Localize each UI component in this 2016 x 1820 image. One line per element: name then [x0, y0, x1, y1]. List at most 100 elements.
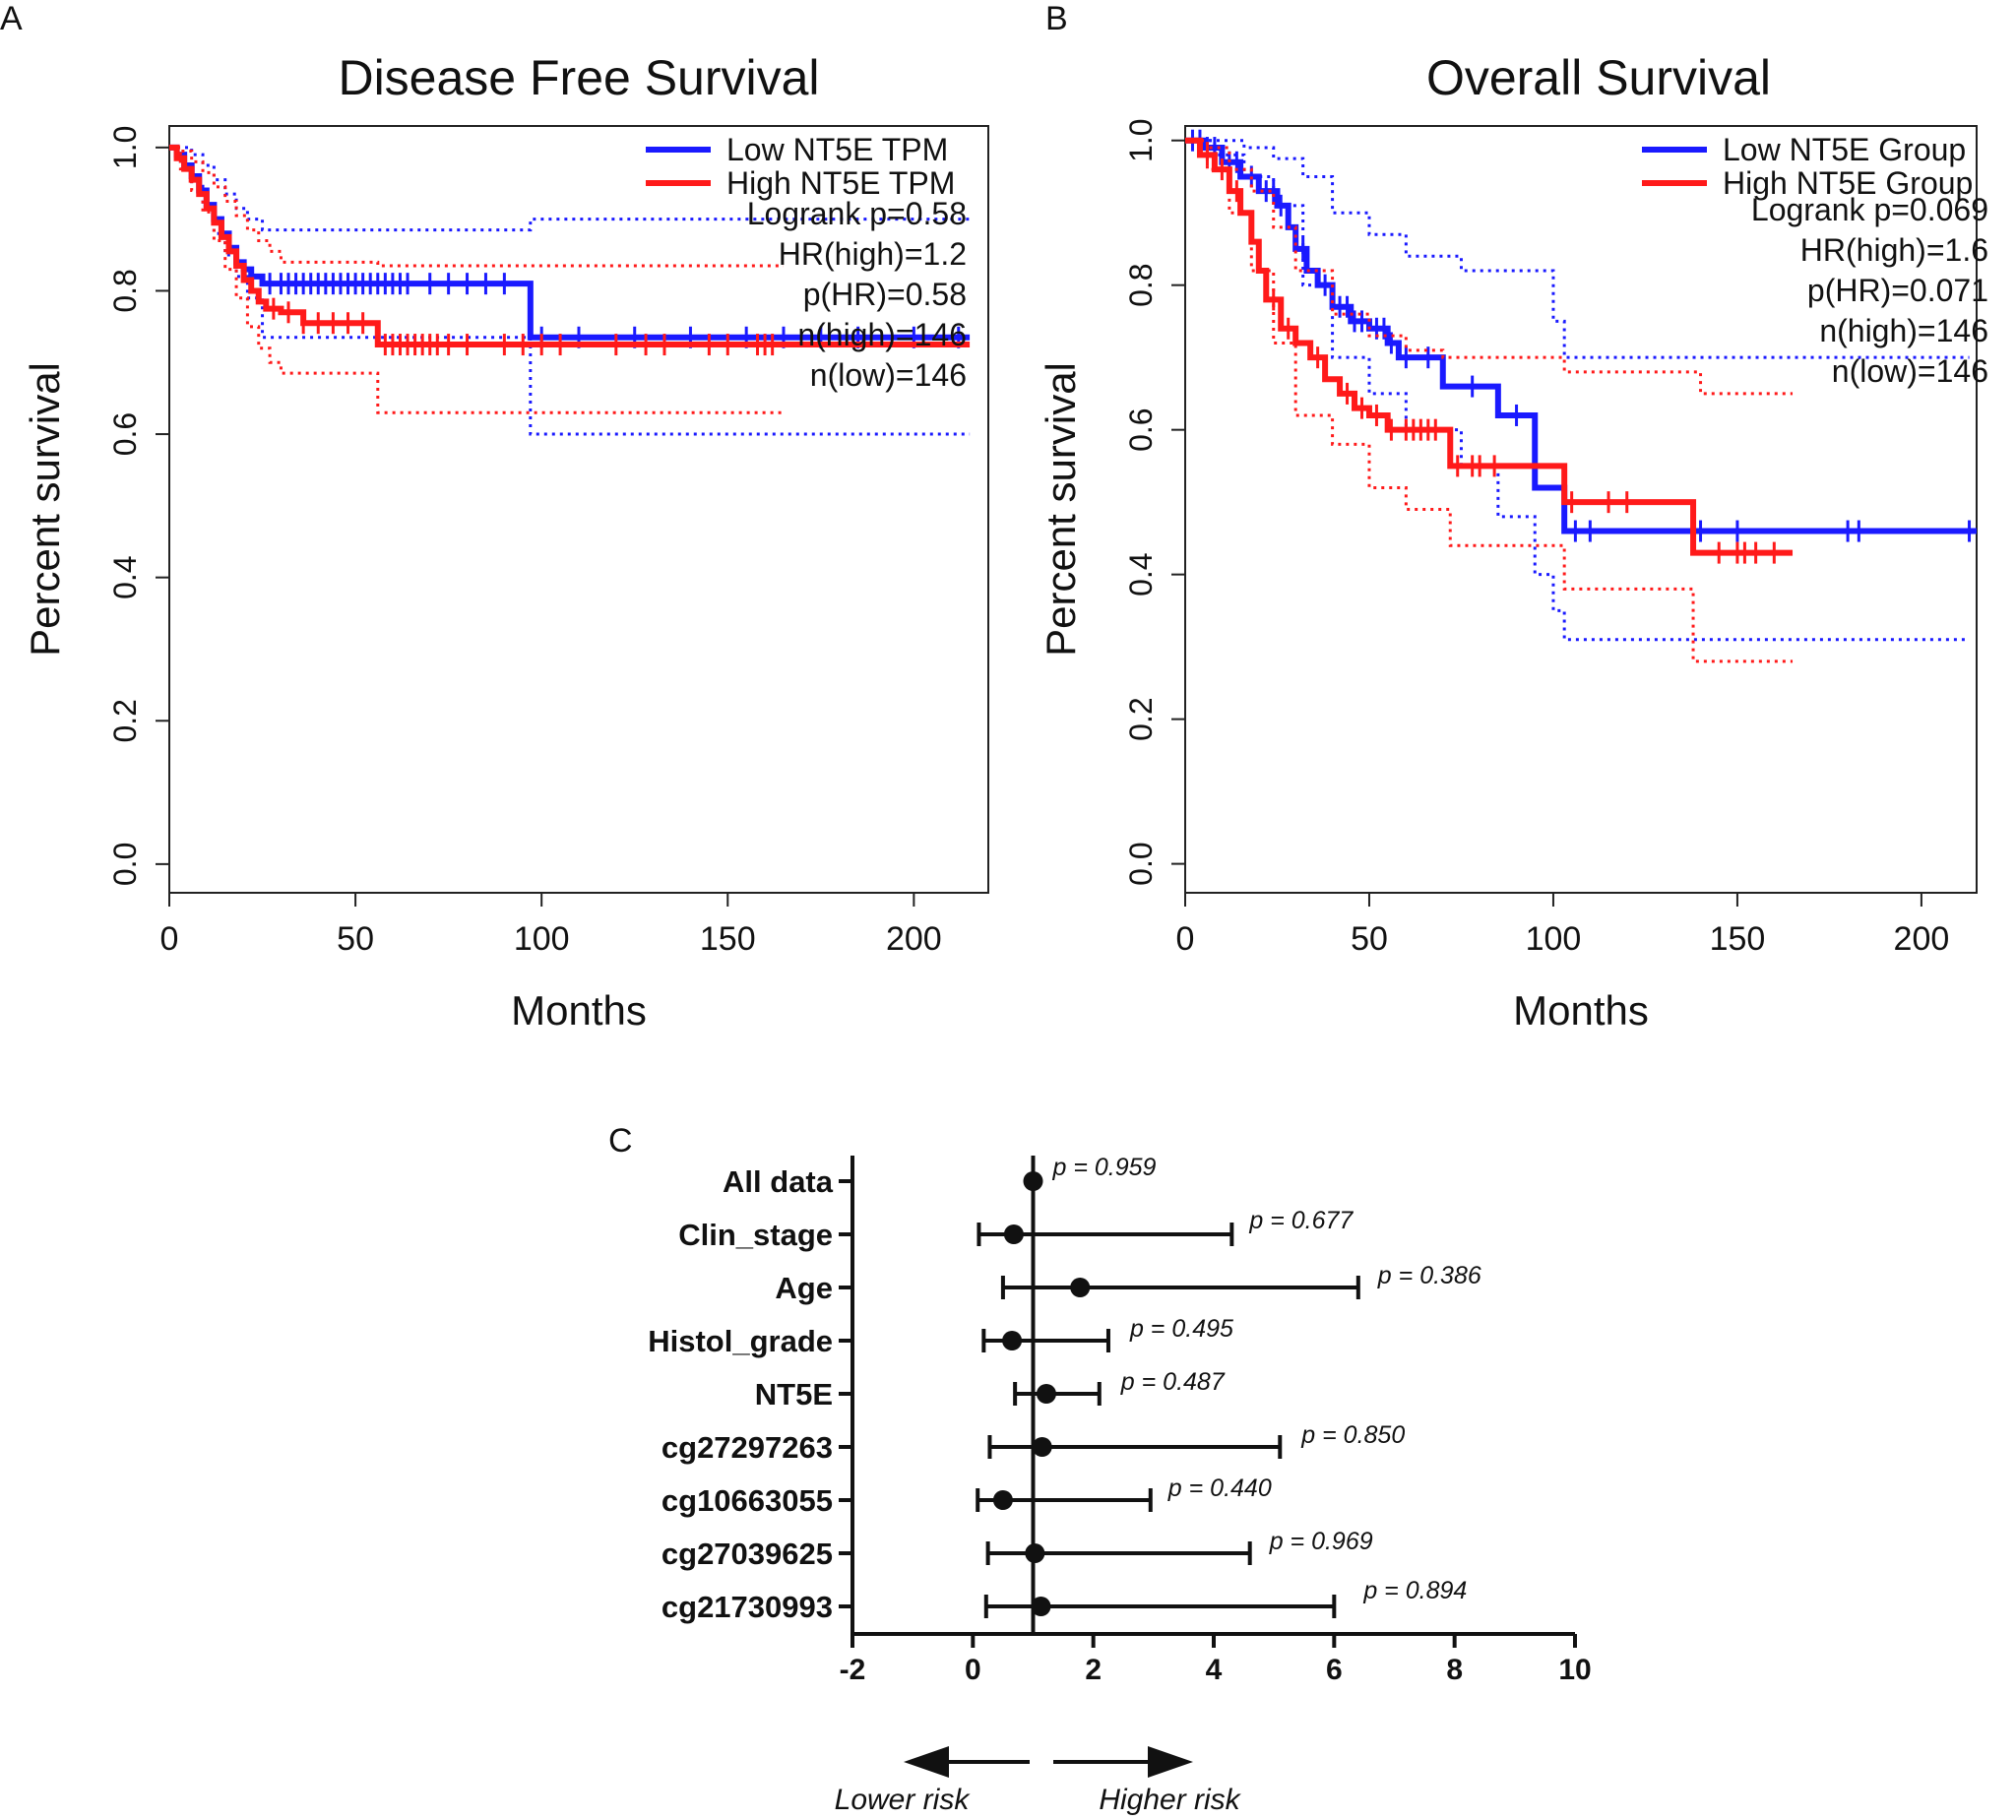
x-tick-label: 6 [1326, 1654, 1343, 1686]
forest-row: cg27039625 p = 0.969 [662, 1528, 1373, 1571]
y-tick-label: 0.2 [107, 699, 143, 742]
arrow-left-head [904, 1746, 949, 1778]
x-tick-label: 50 [1351, 920, 1388, 958]
x-tick-label: 150 [1710, 920, 1766, 958]
y-tick-label: 0.2 [1123, 697, 1159, 740]
km-panel-A: Disease Free Survival 0 50 100 150 200 0.0 0.2 0… [22, 50, 989, 1034]
estimate-point [1002, 1331, 1023, 1350]
x-axis-label: Months [1513, 987, 1649, 1034]
legend-label: High NT5E TPM [726, 165, 955, 201]
y-tick-label: 0.8 [107, 269, 143, 312]
stat-annotation: Logrank p=0.58 [747, 196, 967, 231]
ci-upper-line [169, 146, 784, 268]
stat-annotation: n(high)=146 [797, 317, 967, 352]
estimate-point [1036, 1384, 1056, 1404]
row-label: cg27297263 [662, 1430, 833, 1465]
p-value-label: p = 0.969 [1269, 1528, 1373, 1555]
estimate-point [1032, 1437, 1052, 1457]
y-tick-label: 0.8 [1123, 263, 1159, 306]
x-tick-label: 100 [514, 920, 570, 958]
stat-annotation: HR(high)=1.2 [779, 236, 967, 272]
legend-label: High NT5E Group [1723, 165, 1973, 201]
x-tick-label: 200 [1894, 920, 1950, 958]
x-tick-label: 150 [700, 920, 756, 958]
panel-label-A: A [0, 0, 23, 37]
estimate-point [1023, 1171, 1043, 1191]
ci-lower-line [169, 146, 971, 436]
x-tick-label: 0 [1176, 920, 1195, 958]
chart-title: Overall Survival [1426, 50, 1771, 105]
y-tick-label: 0.0 [107, 843, 143, 886]
survival-curve [169, 144, 971, 348]
p-value-label: p = 0.894 [1362, 1577, 1467, 1604]
y-tick-label: 1.0 [1123, 118, 1159, 161]
p-value-label: p = 0.440 [1167, 1475, 1272, 1502]
x-tick-label: 100 [1526, 920, 1582, 958]
y-tick-label: 0.0 [1123, 842, 1159, 885]
forest-row: All data p = 0.959 [723, 1154, 1157, 1199]
forest-row: Clin_stage p = 0.677 [678, 1207, 1354, 1252]
p-value-label: p = 0.487 [1120, 1368, 1226, 1396]
panel-label-B: B [1045, 0, 1068, 37]
forest-row: NT5E p = 0.487 [755, 1368, 1226, 1412]
panel-label-C: C [608, 1122, 633, 1160]
row-label: Age [775, 1271, 833, 1305]
plot-frame [1184, 125, 1978, 894]
arrow-right-label: Higher risk [1099, 1784, 1241, 1816]
row-label: Clin_stage [678, 1218, 833, 1252]
stat-annotation: n(low)=146 [1832, 353, 1988, 389]
x-axis-label: Months [511, 987, 647, 1034]
x-tick-label: 10 [1558, 1654, 1591, 1686]
row-label: cg21730993 [662, 1590, 833, 1624]
x-tick-label: 4 [1206, 1654, 1223, 1686]
row-label: NT5E [755, 1377, 833, 1412]
y-tick-label: 0.6 [1123, 408, 1159, 451]
y-tick-label: 0.6 [107, 412, 143, 456]
estimate-point [1003, 1224, 1024, 1244]
forest-row: Histol_grade p = 0.495 [648, 1315, 1233, 1358]
plot-frame [168, 125, 989, 894]
x-tick-label: 0 [965, 1654, 981, 1686]
row-label: All data [723, 1164, 834, 1199]
y-tick-label: 0.4 [107, 555, 143, 598]
row-label: cg10663055 [662, 1483, 833, 1518]
forest-row: cg10663055 p = 0.440 [662, 1475, 1272, 1518]
stat-annotation: n(low)=146 [810, 357, 967, 393]
y-axis-label: Percent survival [22, 362, 68, 657]
stat-annotation: p(HR)=0.071 [1807, 273, 1988, 308]
forest-row: Age p = 0.386 [775, 1262, 1480, 1305]
estimate-point [1031, 1597, 1051, 1616]
ci-upper-line [1185, 139, 1794, 396]
estimate-point [992, 1490, 1013, 1510]
y-tick-label: 0.4 [1123, 552, 1159, 596]
x-tick-label: 0 [160, 920, 179, 958]
survival-curve [1185, 137, 1794, 556]
ci-lower-line [1185, 139, 1794, 663]
series-high [1185, 137, 1794, 663]
p-value-label: p = 0.495 [1129, 1315, 1233, 1343]
chart-title: Disease Free Survival [338, 50, 819, 105]
y-tick-label: 1.0 [107, 126, 143, 169]
series-high [169, 144, 971, 414]
y-axis-label: Percent survival [1038, 362, 1084, 657]
stat-annotation: HR(high)=1.6 [1800, 232, 1988, 268]
stat-annotation: p(HR)=0.58 [803, 277, 967, 312]
arrow-left-label: Lower risk [835, 1784, 972, 1816]
forest-row: cg27297263 p = 0.850 [662, 1421, 1405, 1465]
stat-annotation: Logrank p=0.069 [1751, 192, 1988, 227]
legend-label: Low NT5E Group [1723, 132, 1966, 167]
estimate-point [1070, 1278, 1091, 1297]
x-tick-label: 8 [1446, 1654, 1463, 1686]
p-value-label: p = 0.850 [1300, 1421, 1405, 1449]
p-value-label: p = 0.677 [1248, 1207, 1354, 1234]
p-value-label: p = 0.386 [1377, 1262, 1481, 1289]
arrow-right-head [1148, 1746, 1193, 1778]
row-label: Histol_grade [648, 1324, 833, 1358]
stat-annotation: n(high)=146 [1819, 313, 1988, 348]
legend-label: Low NT5E TPM [726, 132, 948, 167]
x-tick-label: -2 [840, 1654, 866, 1686]
x-tick-label: 200 [886, 920, 942, 958]
x-tick-label: 2 [1085, 1654, 1102, 1686]
